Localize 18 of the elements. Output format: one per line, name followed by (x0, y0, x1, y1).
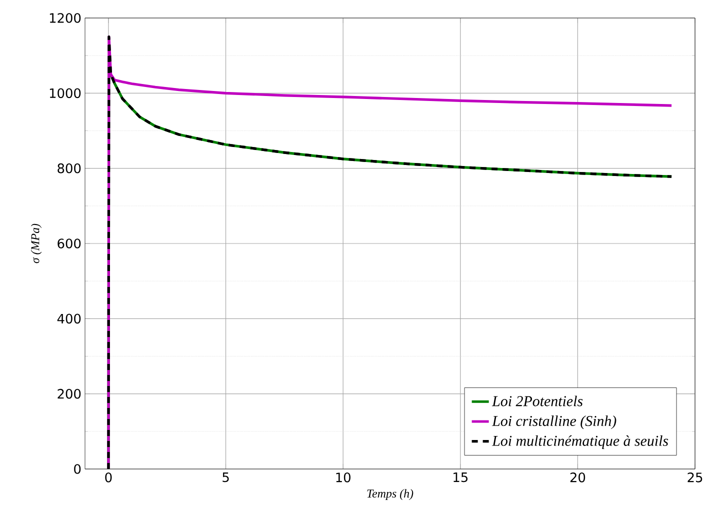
x-tick-label: 15 (454, 472, 468, 482)
y-tick-label: 1000 (50, 88, 81, 98)
y-tick-label: 400 (57, 314, 81, 324)
legend-label: Loi cristalline (Sinh) (492, 416, 616, 430)
y-tick-label: 200 (58, 388, 81, 399)
y-tick-label: 600 (58, 238, 81, 248)
x-tick-label: 20 (570, 472, 586, 482)
x-tick-label: 10 (336, 472, 350, 482)
y-tick-label: 0 (74, 464, 81, 474)
x-tick-label: 5 (222, 472, 229, 482)
x-tick-label: 0 (105, 472, 112, 482)
legend-label: Loi multicinématique à seuils (492, 435, 668, 449)
y-tick-label: 800 (58, 163, 81, 174)
y-axis-title: σ (MPa) (30, 224, 42, 264)
y-tick-label: 1200 (50, 13, 81, 23)
x-axis-title: Temps (h) (367, 489, 414, 500)
legend-label: Loi 2Potentiels (492, 396, 583, 406)
x-tick-label: 25 (688, 472, 702, 482)
